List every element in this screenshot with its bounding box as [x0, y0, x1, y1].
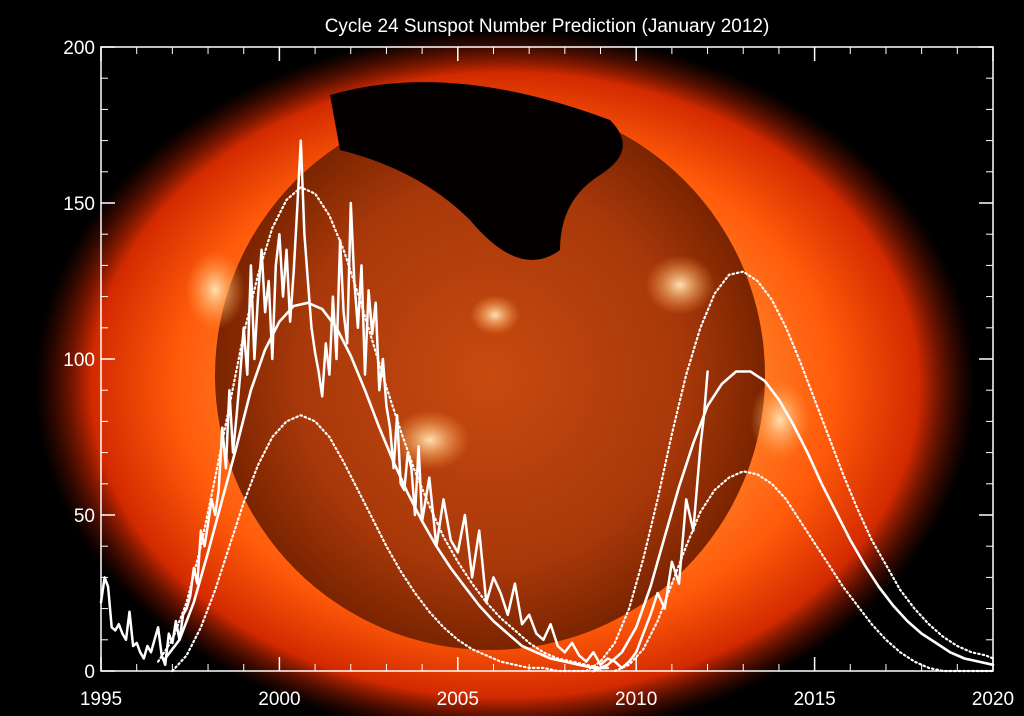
active-region-5: [185, 250, 245, 330]
y-tick-label: 100: [63, 350, 95, 371]
axis-tick-labels: 1995 2000 2005 2010 2015 2020 0 50 100 150 200: [63, 38, 1014, 710]
series-layer: [99, 139, 995, 673]
x-tick-label: 2020: [972, 689, 1014, 710]
series-line-2: [163, 301, 610, 670]
series-line-7: [613, 470, 995, 673]
y-tick-label: 150: [63, 194, 95, 215]
active-region-2: [470, 295, 520, 335]
y-tick-label: 0: [84, 662, 95, 683]
x-tick-label: 2000: [258, 689, 300, 710]
chart-title: Cycle 24 Sunspot Number Prediction (Janu…: [325, 16, 770, 37]
series-line-1: [99, 139, 709, 670]
sun-background-image: [35, 30, 975, 716]
active-region-1: [645, 255, 715, 315]
axis-ticks: [100, 46, 994, 672]
x-tick-label: 2005: [437, 689, 479, 710]
series-line-4: [171, 414, 588, 673]
active-region-3: [390, 410, 470, 470]
y-tick-label: 200: [63, 38, 95, 59]
series-line-5: [592, 370, 995, 673]
series-line-6: [585, 270, 995, 673]
y-tick-label: 50: [74, 506, 95, 527]
active-region-4: [750, 380, 810, 460]
x-tick-label: 2015: [793, 689, 835, 710]
coronal-hole: [330, 82, 623, 261]
x-tick-label: 2010: [615, 689, 657, 710]
x-tick-label: 1995: [80, 689, 122, 710]
series-line-3: [157, 186, 602, 670]
